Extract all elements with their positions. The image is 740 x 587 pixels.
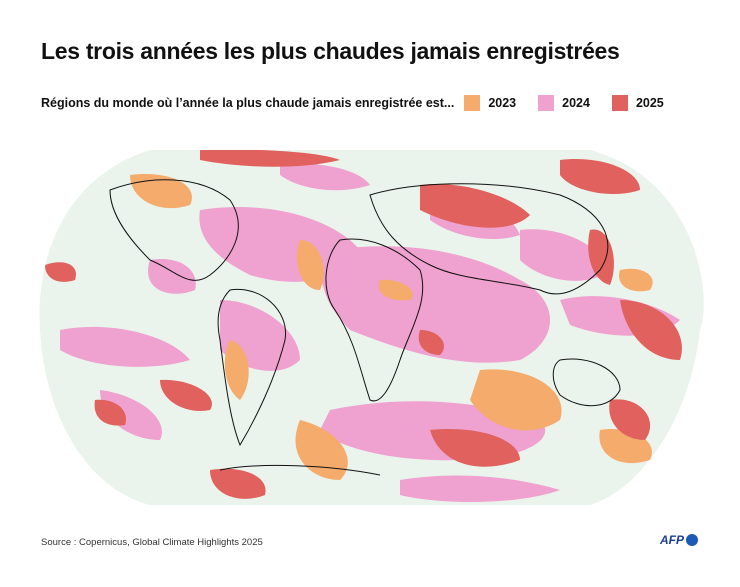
coastlines: [109, 179, 621, 476]
afp-logo: AFP: [660, 533, 698, 547]
legend-item-2023: 2023: [488, 96, 517, 110]
legend-item-2024: 2024: [562, 96, 590, 110]
legend: Régions du monde où l’année la plus chau…: [41, 95, 664, 111]
legend-swatch-2025: [611, 95, 628, 111]
legend-swatch-2024: [538, 95, 555, 111]
logo-text: AFP: [660, 533, 684, 547]
legend-item-2025: 2025: [635, 96, 664, 110]
legend-label: Régions du monde où l’année la plus chau…: [41, 96, 455, 110]
regions-2025: [45, 150, 682, 499]
page-title: Les trois années les plus chaudes jamais…: [41, 38, 620, 64]
regions-2023: [130, 174, 653, 480]
logo-dot-icon: [686, 534, 698, 546]
legend-swatch-2023: [464, 95, 481, 111]
source-note: Source : Copernicus, Global Climate High…: [41, 537, 263, 548]
